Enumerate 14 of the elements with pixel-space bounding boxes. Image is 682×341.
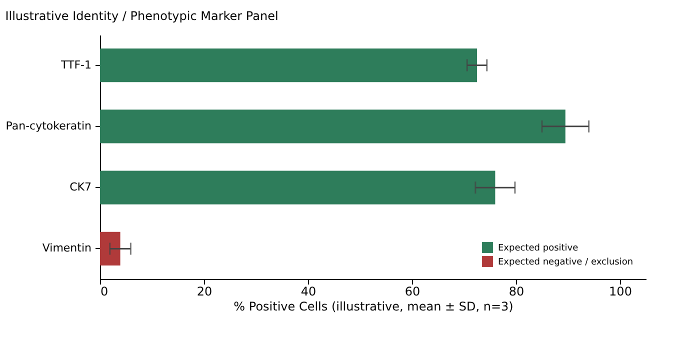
x-tick-label: 80 [508, 284, 524, 298]
x-tick-label: 40 [300, 284, 316, 298]
x-tick-label: 20 [196, 284, 212, 298]
x-tick-label: 0 [100, 284, 108, 298]
x-tick-label: 60 [404, 284, 420, 298]
y-tick-label: Pan-cytokeratin [6, 119, 92, 132]
legend-label: Expected negative / exclusion [498, 258, 634, 268]
x-axis-title: % Positive Cells (illustrative, mean ± SD, n=3) [234, 300, 514, 314]
chart-title: Illustrative Identity / Phenotypic Marker Panel [5, 9, 278, 23]
y-tick-label: Vimentin [42, 242, 92, 255]
y-tick-label: TTF-1 [60, 58, 92, 72]
legend-label: Expected positive [498, 244, 579, 254]
x-tick-label: 100 [609, 284, 632, 298]
y-tick-label: CK7 [70, 180, 92, 194]
